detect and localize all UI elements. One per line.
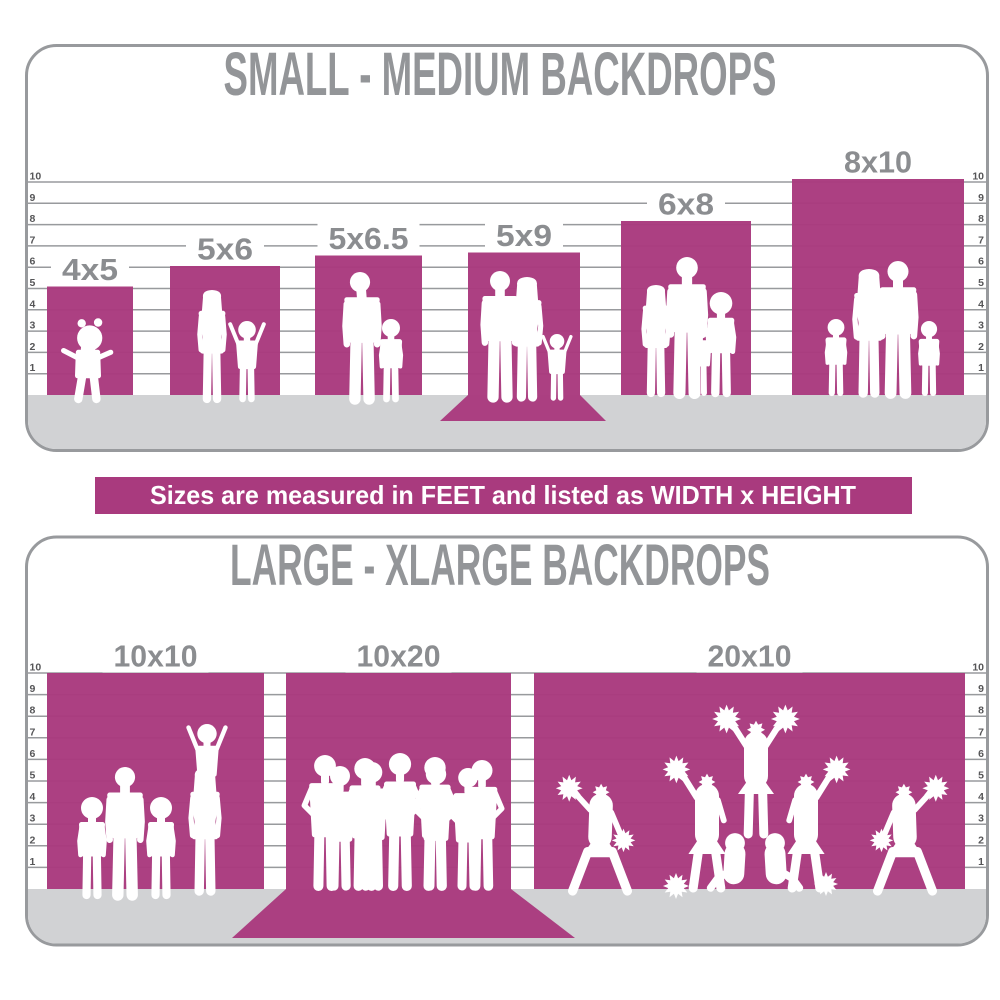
- svg-text:4: 4: [978, 791, 984, 803]
- svg-text:5x9: 5x9: [496, 218, 552, 253]
- svg-text:8x10: 8x10: [844, 145, 912, 180]
- svg-text:10x20: 10x20: [357, 639, 441, 674]
- svg-text:20x10: 20x10: [708, 639, 792, 674]
- svg-text:8: 8: [30, 705, 36, 717]
- svg-text:6: 6: [30, 748, 36, 760]
- svg-text:8: 8: [978, 213, 984, 225]
- svg-text:10x10: 10x10: [114, 639, 198, 674]
- svg-text:7: 7: [30, 234, 36, 246]
- svg-text:10: 10: [972, 662, 984, 674]
- svg-text:7: 7: [30, 726, 36, 738]
- svg-text:10: 10: [30, 662, 42, 674]
- svg-text:10: 10: [30, 171, 42, 183]
- svg-text:8: 8: [978, 705, 984, 717]
- svg-text:4: 4: [30, 298, 36, 310]
- svg-text:2: 2: [978, 341, 984, 353]
- svg-text:9: 9: [978, 192, 984, 204]
- svg-text:3: 3: [978, 813, 984, 825]
- svg-text:5: 5: [978, 770, 984, 782]
- svg-text:1: 1: [978, 362, 984, 374]
- svg-text:9: 9: [30, 192, 36, 204]
- svg-text:4: 4: [30, 791, 36, 803]
- svg-text:3: 3: [978, 320, 984, 332]
- svg-text:4: 4: [978, 298, 984, 310]
- svg-text:6x8: 6x8: [658, 187, 714, 222]
- svg-text:8: 8: [30, 213, 36, 225]
- svg-text:SMALL - MEDIUM BACKDROPS: SMALL - MEDIUM BACKDROPS: [224, 40, 777, 108]
- svg-text:2: 2: [978, 834, 984, 846]
- svg-text:6: 6: [978, 748, 984, 760]
- svg-text:7: 7: [978, 726, 984, 738]
- svg-text:9: 9: [978, 683, 984, 695]
- svg-text:5: 5: [30, 277, 36, 289]
- svg-text:4x5: 4x5: [62, 252, 118, 287]
- svg-text:2: 2: [30, 834, 36, 846]
- svg-text:3: 3: [30, 813, 36, 825]
- svg-text:Sizes are measured in FEET and: Sizes are measured in FEET and listed as…: [150, 480, 856, 510]
- svg-text:5: 5: [978, 277, 984, 289]
- svg-text:1: 1: [978, 856, 984, 868]
- svg-text:3: 3: [30, 320, 36, 332]
- svg-text:9: 9: [30, 683, 36, 695]
- svg-text:1: 1: [30, 362, 36, 374]
- svg-text:2: 2: [30, 341, 36, 353]
- svg-text:10: 10: [972, 171, 984, 183]
- svg-text:5x6: 5x6: [197, 232, 253, 267]
- svg-text:7: 7: [978, 234, 984, 246]
- svg-text:5: 5: [30, 770, 36, 782]
- svg-text:1: 1: [30, 856, 36, 868]
- svg-text:6: 6: [30, 256, 36, 268]
- svg-text:LARGE - XLARGE BACKDROPS: LARGE - XLARGE BACKDROPS: [230, 533, 770, 598]
- svg-text:5x6.5: 5x6.5: [329, 221, 409, 256]
- svg-text:6: 6: [978, 256, 984, 268]
